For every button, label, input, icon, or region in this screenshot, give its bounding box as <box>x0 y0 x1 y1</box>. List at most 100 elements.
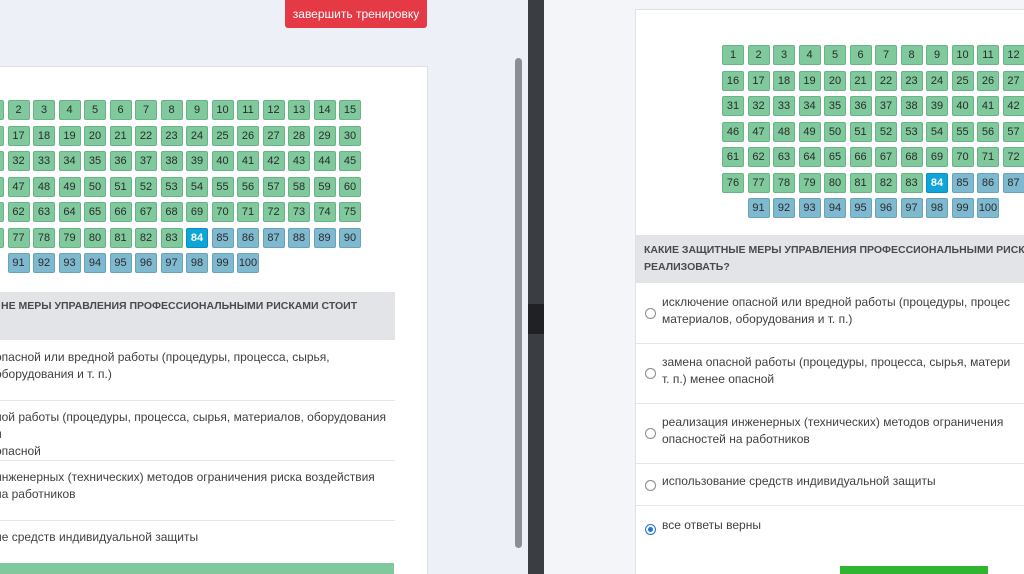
question-number-46[interactable]: 46 <box>722 121 744 142</box>
question-number-9[interactable]: 9 <box>926 45 948 65</box>
question-number-30[interactable]: 30 <box>339 125 361 146</box>
question-number-99[interactable]: 99 <box>951 198 974 218</box>
question-number-67[interactable]: 67 <box>135 202 157 222</box>
question-number-54[interactable]: 54 <box>186 176 208 197</box>
question-number-92[interactable]: 92 <box>773 198 795 218</box>
question-number-11[interactable]: 11 <box>237 100 259 120</box>
question-number-42[interactable]: 42 <box>262 151 285 171</box>
question-number-7[interactable]: 7 <box>135 100 157 120</box>
question-number-22[interactable]: 22 <box>135 125 157 146</box>
question-number-1[interactable]: 1 <box>0 100 4 120</box>
question-number-27[interactable]: 27 <box>1002 70 1024 91</box>
question-number-91[interactable]: 91 <box>747 198 770 218</box>
question-number-17[interactable]: 17 <box>7 125 30 146</box>
question-number-11[interactable]: 11 <box>977 45 999 65</box>
radio-button-selected[interactable] <box>645 524 656 535</box>
answer-option-right-4[interactable]: использование средств индивидуальной защ… <box>636 464 1024 506</box>
question-number-4[interactable]: 4 <box>798 45 821 65</box>
question-number-23[interactable]: 23 <box>160 125 183 146</box>
question-number-83[interactable]: 83 <box>160 227 183 248</box>
radio-button[interactable] <box>645 308 656 319</box>
question-number-34[interactable]: 34 <box>798 96 821 116</box>
question-number-18[interactable]: 18 <box>773 70 795 91</box>
question-number-13[interactable]: 13 <box>288 100 310 120</box>
question-number-81[interactable]: 81 <box>109 227 132 248</box>
question-number-52[interactable]: 52 <box>135 176 157 197</box>
split-divider[interactable] <box>528 0 544 574</box>
question-number-55[interactable]: 55 <box>211 176 234 197</box>
question-number-55[interactable]: 55 <box>951 121 974 142</box>
answer-option-right-2[interactable]: замена опасной работы (процедуры, процес… <box>636 344 1024 404</box>
question-number-58[interactable]: 58 <box>288 176 310 197</box>
question-number-35[interactable]: 35 <box>84 151 106 171</box>
question-number-21[interactable]: 21 <box>109 125 132 146</box>
question-number-68[interactable]: 68 <box>900 147 923 167</box>
question-number-26[interactable]: 26 <box>237 125 259 146</box>
question-number-86[interactable]: 86 <box>977 172 999 193</box>
question-number-38[interactable]: 38 <box>160 151 183 171</box>
question-number-80[interactable]: 80 <box>84 227 106 248</box>
question-number-78[interactable]: 78 <box>33 227 55 248</box>
question-number-24[interactable]: 24 <box>926 70 948 91</box>
question-number-67[interactable]: 67 <box>875 147 897 167</box>
question-number-76[interactable]: 76 <box>0 227 4 248</box>
answer-option-right-1[interactable]: исключение опасной или вредной работы (п… <box>636 288 1024 344</box>
question-number-100[interactable]: 100 <box>237 253 259 273</box>
question-number-36[interactable]: 36 <box>849 96 872 116</box>
question-number-5[interactable]: 5 <box>824 45 846 65</box>
question-number-64[interactable]: 64 <box>798 147 821 167</box>
question-number-83[interactable]: 83 <box>900 172 923 193</box>
question-number-63[interactable]: 63 <box>33 202 55 222</box>
question-number-94[interactable]: 94 <box>824 198 846 218</box>
question-number-53[interactable]: 53 <box>900 121 923 142</box>
question-number-26[interactable]: 26 <box>977 70 999 91</box>
question-number-70[interactable]: 70 <box>951 147 974 167</box>
answer-option-left-3[interactable]: инженерных (технических) методов огранич… <box>0 469 395 521</box>
question-number-27[interactable]: 27 <box>262 125 285 146</box>
question-number-10[interactable]: 10 <box>951 45 974 65</box>
question-number-95[interactable]: 95 <box>849 198 872 218</box>
divider-handle[interactable] <box>528 304 544 334</box>
question-number-57[interactable]: 57 <box>262 176 285 197</box>
question-number-65[interactable]: 65 <box>824 147 846 167</box>
submit-button-left[interactable] <box>0 563 394 574</box>
question-number-7[interactable]: 7 <box>875 45 897 65</box>
question-number-42[interactable]: 42 <box>1002 96 1024 116</box>
question-number-80[interactable]: 80 <box>824 172 846 193</box>
answer-option-left-4[interactable]: ие средств индивидуальной защиты <box>0 529 395 565</box>
question-number-100[interactable]: 100 <box>977 198 999 218</box>
question-number-16[interactable]: 16 <box>722 70 744 91</box>
question-number-85[interactable]: 85 <box>951 172 974 193</box>
answer-option-left-2[interactable]: ной работы (процедуры, процесса, сырья, … <box>0 409 395 461</box>
question-number-20[interactable]: 20 <box>84 125 106 146</box>
question-number-25[interactable]: 25 <box>211 125 234 146</box>
radio-button[interactable] <box>645 480 656 491</box>
question-number-36[interactable]: 36 <box>109 151 132 171</box>
question-number-15[interactable]: 15 <box>339 100 361 120</box>
question-number-72[interactable]: 72 <box>262 202 285 222</box>
question-number-66[interactable]: 66 <box>109 202 132 222</box>
question-number-12[interactable]: 12 <box>1002 45 1024 65</box>
question-number-97[interactable]: 97 <box>900 198 923 218</box>
question-number-21[interactable]: 21 <box>849 70 872 91</box>
question-number-34[interactable]: 34 <box>58 151 81 171</box>
answer-option-right-3[interactable]: реализация инженерных (технических) мето… <box>636 404 1024 464</box>
question-number-87[interactable]: 87 <box>1002 172 1024 193</box>
question-number-8[interactable]: 8 <box>160 100 183 120</box>
question-number-6[interactable]: 6 <box>849 45 872 65</box>
question-number-85[interactable]: 85 <box>211 227 234 248</box>
question-number-95[interactable]: 95 <box>109 253 132 273</box>
question-number-39[interactable]: 39 <box>926 96 948 116</box>
question-number-89[interactable]: 89 <box>313 227 336 248</box>
question-number-46[interactable]: 46 <box>0 176 4 197</box>
question-number-76[interactable]: 76 <box>722 172 744 193</box>
question-number-71[interactable]: 71 <box>237 202 259 222</box>
question-number-19[interactable]: 19 <box>798 70 821 91</box>
question-number-81[interactable]: 81 <box>849 172 872 193</box>
question-number-12[interactable]: 12 <box>262 100 285 120</box>
question-number-48[interactable]: 48 <box>33 176 55 197</box>
submit-button-right[interactable] <box>840 566 988 574</box>
question-number-14[interactable]: 14 <box>313 100 336 120</box>
question-number-24[interactable]: 24 <box>186 125 208 146</box>
question-number-69[interactable]: 69 <box>926 147 948 167</box>
